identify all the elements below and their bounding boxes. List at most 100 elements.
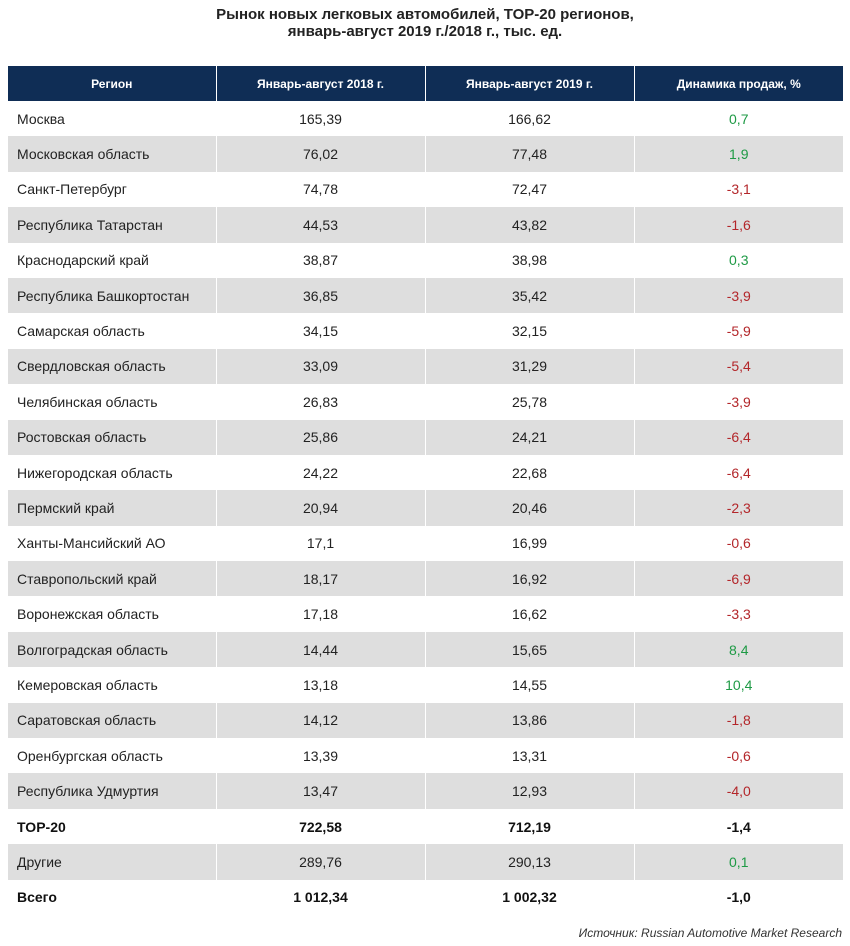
table-row: Нижегородская область 24,22 22,68 -6,4 (8, 454, 843, 491)
value-2018-cell: 14,44 (216, 631, 426, 668)
region-cell: TOP-20 (8, 808, 217, 845)
dynamics-cell: -5,4 (634, 348, 843, 385)
column-header-dynamics: Динамика продаж, % (634, 66, 843, 101)
region-cell: Нижегородская область (8, 454, 217, 491)
dynamics-cell: -3,1 (726, 181, 751, 198)
table-row: Республика Удмуртия 13,47 12,93 -4,0 (8, 773, 843, 809)
value-2018-cell: 14,12 (216, 702, 426, 739)
value-2018-cell: 44,53 (216, 207, 426, 243)
value-2018-cell: 165,39 (216, 101, 426, 137)
value-2019-cell: 77,48 (425, 136, 635, 172)
value-2019-cell: 712,19 (425, 808, 635, 845)
region-cell: Оренбургская область (8, 738, 217, 774)
value-2018-cell: 25,86 (216, 419, 426, 455)
value-2018-cell: 722,58 (216, 808, 426, 845)
value-2019-cell: 72,47 (425, 171, 635, 208)
table-row: Саратовская область 14,12 13,86 -1,8 (8, 702, 843, 739)
table-body: Москва 165,39 166,62 0,7 Московская область 7… (8, 101, 843, 915)
table-row: Ставропольский край 18,17 16,92 -6,9 (8, 561, 843, 597)
region-cell: Республика Удмуртия (8, 773, 217, 809)
value-2019-cell: 12,93 (425, 773, 635, 809)
table-row: TOP-20 722,58 712,19 -1,4 (8, 808, 843, 845)
table-header-row: Регион Январь-август 2018 г. Январь-авгу… (8, 66, 843, 101)
value-2018-cell: 13,47 (216, 773, 426, 809)
value-2019-cell: 32,15 (425, 313, 635, 349)
data-table: Регион Январь-август 2018 г. Январь-авгу… (8, 66, 843, 915)
table-row: Пермский край 20,94 20,46 -2,3 (8, 490, 843, 526)
table-row: Ростовская область 25,86 24,21 -6,4 (8, 419, 843, 455)
value-2019-cell: 25,78 (425, 384, 635, 420)
region-cell: Саратовская область (8, 702, 217, 739)
dynamics-cell: -6,9 (634, 561, 843, 597)
table-row: Краснодарский край 38,87 38,98 0,3 (8, 242, 843, 278)
table-row: Ханты-Мансийский АО 17,1 16,99 -0,6 (8, 525, 843, 562)
value-2018-cell: 289,76 (216, 844, 426, 880)
value-2019-cell: 20,46 (425, 490, 635, 526)
region-cell: Челябинская область (8, 384, 217, 420)
dynamics-cell: 10,4 (725, 676, 753, 693)
value-2018-cell: 24,22 (216, 454, 426, 491)
dynamics-cell: 8,4 (634, 631, 843, 668)
table-row: Оренбургская область 13,39 13,31 -0,6 (8, 738, 843, 774)
value-2019-cell: 166,62 (425, 101, 635, 137)
chart-title-line-2: январь-август 2019 г./2018 г., тыс. ед. (287, 23, 563, 40)
value-2019-cell: 16,99 (425, 525, 635, 562)
value-2018-cell: 17,1 (216, 525, 426, 562)
value-2019-cell: 14,55 (425, 667, 635, 703)
table-row: Самарская область 34,15 32,15 -5,9 (8, 313, 843, 349)
value-2018-cell: 18,17 (216, 561, 426, 597)
value-2018-cell: 33,09 (216, 348, 426, 385)
value-2019-cell: 15,65 (425, 631, 635, 668)
dynamics-cell: -0,6 (726, 535, 751, 552)
region-cell: Краснодарский край (8, 242, 217, 278)
value-2019-cell: 13,86 (425, 702, 635, 739)
value-2019-cell: 290,13 (425, 844, 635, 880)
value-2018-cell: 76,02 (216, 136, 426, 172)
dynamics-cell: -0,6 (726, 747, 751, 764)
dynamics-cell: 0,3 (729, 252, 749, 269)
region-cell: Свердловская область (8, 348, 217, 385)
table-row: Всего 1 012,34 1 002,32 -1,0 (8, 879, 843, 915)
value-2019-cell: 16,62 (425, 596, 635, 632)
source-note: Источник: Russian Automotive Market Rese… (578, 926, 842, 940)
value-2019-cell: 24,21 (425, 419, 635, 455)
table-row: Санкт-Петербург 74,78 72,47 -3,1 (8, 171, 843, 208)
dynamics-cell: -1,8 (634, 702, 843, 739)
region-cell: Москва (8, 101, 217, 137)
table-row: Кемеровская область 13,18 14,55 10,4 (8, 667, 843, 703)
dynamics-cell: -3,9 (726, 393, 751, 410)
region-cell: Кемеровская область (8, 667, 217, 703)
dynamics-cell: 1,9 (634, 136, 843, 172)
value-2018-cell: 1 012,34 (216, 879, 426, 915)
region-cell: Ханты-Мансийский АО (8, 525, 217, 562)
value-2019-cell: 1 002,32 (425, 879, 635, 915)
region-cell: Ростовская область (8, 419, 217, 455)
column-header-region: Регион (8, 66, 217, 101)
table-row: Свердловская область 33,09 31,29 -5,4 (8, 348, 843, 385)
region-cell: Воронежская область (8, 596, 217, 632)
dynamics-cell: -6,4 (634, 419, 843, 455)
dynamics-cell: -1,4 (726, 818, 751, 835)
region-cell: Республика Башкортостан (8, 277, 217, 314)
region-cell: Самарская область (8, 313, 217, 349)
region-cell: Республика Татарстан (8, 207, 217, 243)
table-row: Воронежская область 17,18 16,62 -3,3 (8, 596, 843, 632)
region-cell: Всего (8, 879, 217, 915)
chart-title-line-1: Рынок новых легковых автомобилей, ТОР-20… (216, 6, 634, 23)
table-row: Челябинская область 26,83 25,78 -3,9 (8, 384, 843, 420)
column-header-2018: Январь-август 2018 г. (216, 66, 426, 101)
value-2019-cell: 43,82 (425, 207, 635, 243)
table-row: Республика Татарстан 44,53 43,82 -1,6 (8, 207, 843, 243)
value-2018-cell: 34,15 (216, 313, 426, 349)
value-2019-cell: 16,92 (425, 561, 635, 597)
value-2018-cell: 36,85 (216, 277, 426, 314)
region-cell: Ставропольский край (8, 561, 217, 597)
column-header-2019: Январь-август 2019 г. (425, 66, 635, 101)
region-cell: Другие (8, 844, 217, 880)
value-2019-cell: 13,31 (425, 738, 635, 774)
value-2018-cell: 20,94 (216, 490, 426, 526)
region-cell: Волгоградская область (8, 631, 217, 668)
dynamics-cell: -2,3 (634, 490, 843, 526)
dynamics-cell: -1,0 (726, 889, 751, 906)
value-2018-cell: 26,83 (216, 384, 426, 420)
